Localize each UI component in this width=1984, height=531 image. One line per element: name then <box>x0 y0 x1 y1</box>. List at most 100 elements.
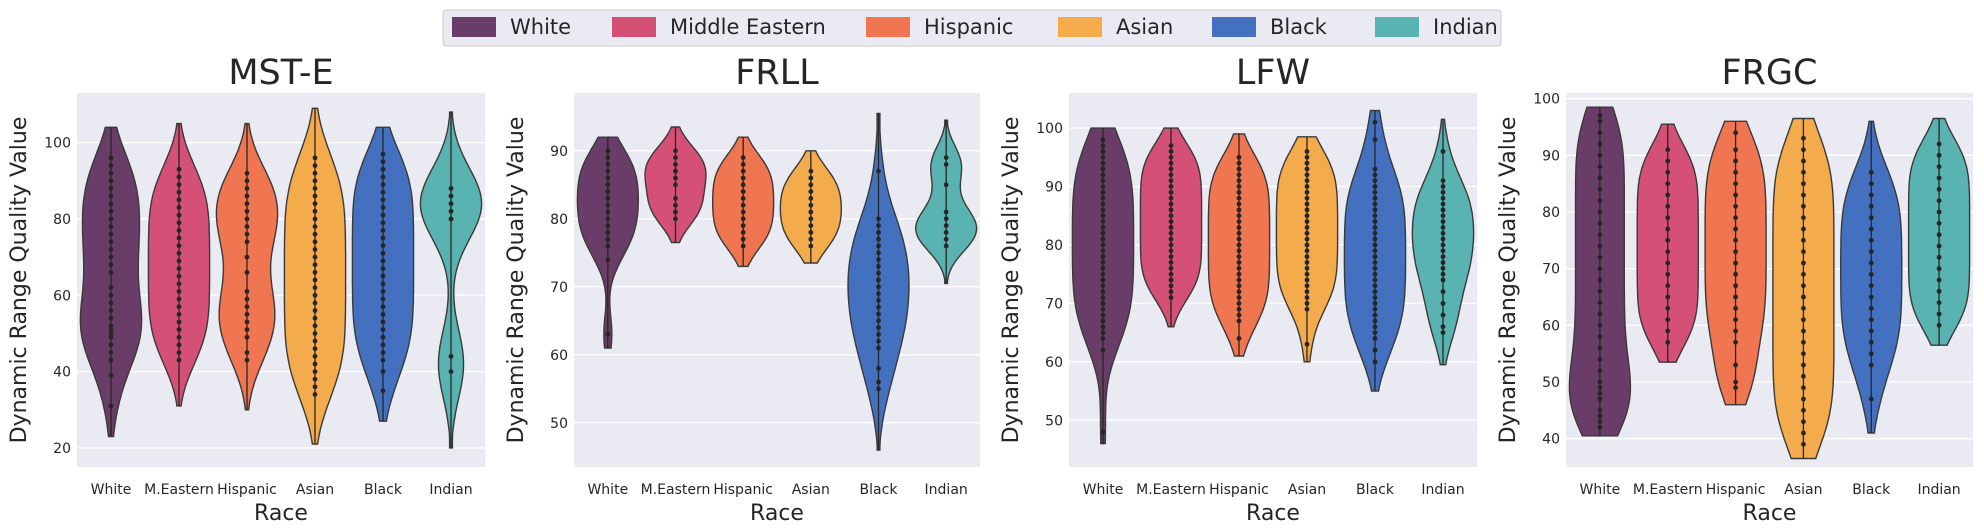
data-point <box>1936 311 1942 317</box>
data-point <box>1733 147 1738 153</box>
x-tick-label: Hispanic <box>713 482 773 498</box>
data-point <box>1733 203 1738 209</box>
data-point <box>1440 265 1446 271</box>
data-point <box>176 304 182 310</box>
data-point <box>1597 288 1603 294</box>
x-tick-label: Asian <box>1784 482 1822 498</box>
data-point <box>312 384 318 390</box>
data-point <box>1372 230 1378 236</box>
data-point <box>1597 175 1603 181</box>
data-point <box>176 227 182 233</box>
data-point <box>1304 306 1310 312</box>
data-point <box>1936 322 1942 328</box>
data-point <box>176 166 182 172</box>
data-point <box>1733 249 1738 255</box>
data-point <box>1733 283 1738 289</box>
data-point <box>380 273 386 279</box>
data-point <box>1372 260 1378 265</box>
data-point <box>312 262 318 268</box>
data-point <box>176 220 182 226</box>
data-point <box>244 224 250 229</box>
data-point <box>1665 169 1671 175</box>
data-point <box>1100 312 1106 318</box>
data-point <box>312 338 318 344</box>
x-axis-label: Race <box>750 501 804 526</box>
data-point <box>312 315 318 321</box>
data-point <box>1100 306 1106 312</box>
data-point <box>1304 225 1310 230</box>
data-point <box>1733 362 1738 368</box>
data-point <box>605 196 611 201</box>
data-point <box>1733 271 1738 277</box>
legend-swatch <box>452 17 496 37</box>
data-point <box>1440 271 1446 277</box>
data-point <box>312 178 318 184</box>
x-tick-label: Black <box>1852 482 1891 498</box>
data-point <box>1168 195 1174 201</box>
data-point <box>1100 160 1106 166</box>
data-point <box>605 243 611 249</box>
chart-panel-mst-e: 20 40 60 80 100 White M.Eastern Hispanic Asian Bl… <box>7 53 485 526</box>
data-point <box>1304 213 1310 219</box>
data-point <box>1168 172 1174 178</box>
data-point <box>1100 260 1106 265</box>
data-point <box>1372 336 1378 341</box>
y-tick-label: 70 <box>1542 262 1560 278</box>
data-point <box>1100 248 1106 254</box>
data-point <box>1100 225 1106 230</box>
data-point <box>1801 271 1806 277</box>
data-point <box>808 243 814 249</box>
data-point <box>1236 207 1242 213</box>
data-point <box>380 151 386 157</box>
data-point <box>312 300 318 306</box>
data-point <box>876 264 881 269</box>
data-point <box>1665 317 1671 323</box>
x-tick-label: Asian <box>792 482 830 498</box>
data-point <box>244 216 250 222</box>
data-point <box>1372 201 1378 207</box>
data-point <box>244 327 250 333</box>
y-tick-label: 90 <box>550 144 568 160</box>
data-point <box>808 189 814 195</box>
data-point <box>108 254 114 260</box>
data-point <box>1100 154 1106 160</box>
x-tick-label: Asian <box>296 482 334 498</box>
plot-area <box>77 93 485 467</box>
data-point <box>740 202 746 208</box>
data-point <box>1100 336 1106 341</box>
data-point <box>244 170 250 176</box>
data-point <box>1936 209 1942 215</box>
data-point <box>1304 195 1310 201</box>
x-tick-label: Indian <box>1421 482 1464 498</box>
data-point <box>605 148 611 154</box>
data-point <box>380 350 386 355</box>
data-point <box>876 230 881 235</box>
data-point <box>1168 283 1174 289</box>
data-point <box>176 212 182 218</box>
data-point <box>380 342 386 348</box>
data-point <box>108 357 114 363</box>
data-point <box>1597 424 1603 430</box>
data-point <box>1100 195 1106 201</box>
data-point <box>673 216 678 222</box>
x-axis-label: Race <box>254 501 308 526</box>
data-point <box>108 323 114 329</box>
data-point <box>1372 330 1378 335</box>
data-point <box>1168 207 1174 213</box>
data-point <box>312 376 318 382</box>
data-point <box>1100 143 1106 148</box>
data-point <box>1801 419 1806 425</box>
y-tick-label: 100 <box>44 136 71 152</box>
data-point <box>1100 254 1106 260</box>
data-point <box>1733 226 1738 232</box>
data-point <box>380 212 386 218</box>
data-point <box>1597 379 1603 385</box>
data-point <box>1372 347 1378 353</box>
data-point <box>244 357 250 363</box>
data-point <box>1168 213 1174 219</box>
data-point <box>1868 203 1874 209</box>
data-point <box>1597 186 1603 192</box>
data-point <box>740 230 746 235</box>
data-point <box>1801 305 1806 311</box>
data-point <box>1936 232 1942 238</box>
